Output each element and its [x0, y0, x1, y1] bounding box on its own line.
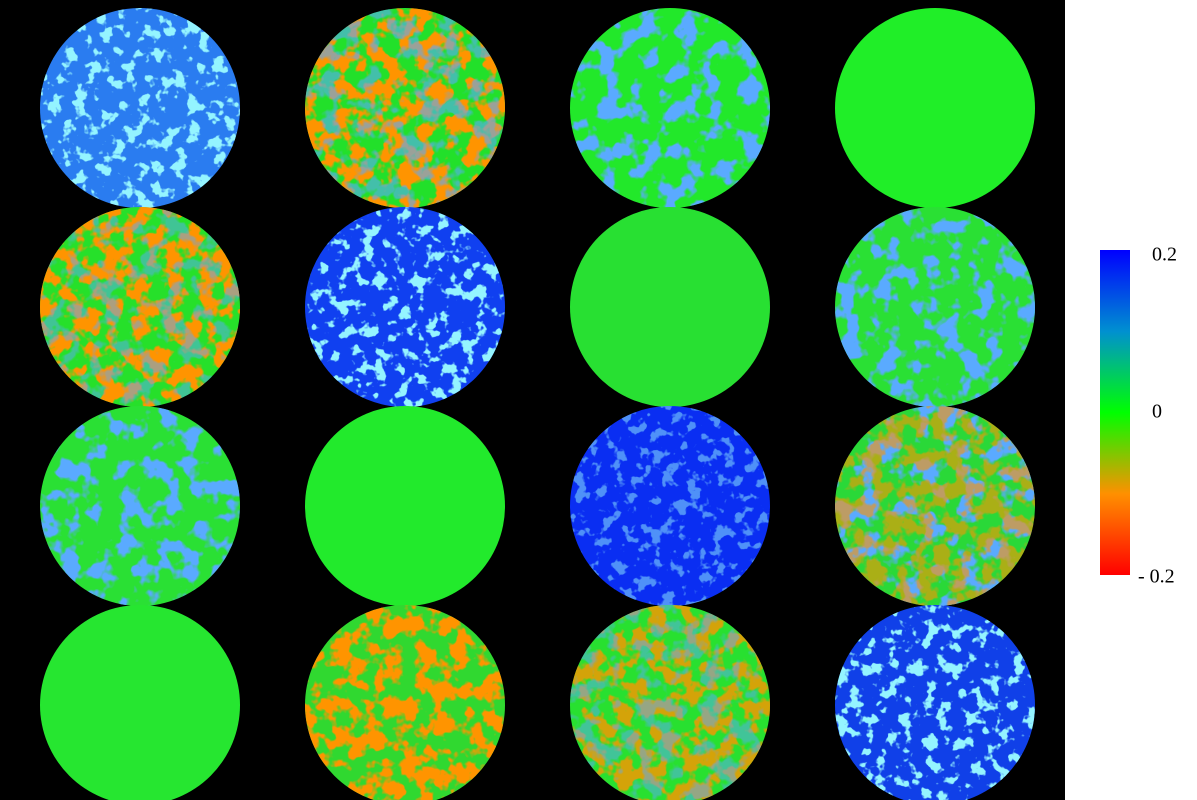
- row-2: [40, 207, 1035, 407]
- row-3: [40, 406, 1035, 606]
- colorbar-label: - 0.2: [1138, 566, 1175, 588]
- row-4: [40, 605, 1035, 800]
- colorbar-label: 0.2: [1152, 244, 1177, 266]
- row-1: [40, 8, 1035, 208]
- colorbar-label: 0: [1152, 401, 1162, 423]
- colorbar: [1100, 250, 1130, 575]
